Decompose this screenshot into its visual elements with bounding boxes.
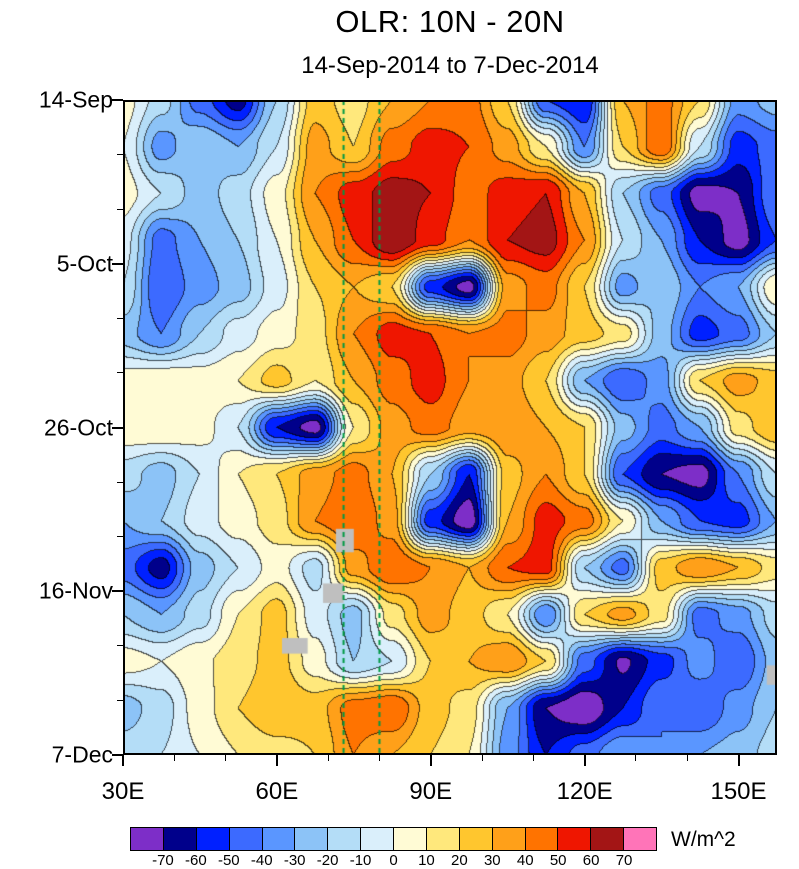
colorbar-cell (425, 827, 460, 851)
x-tick-mark (429, 755, 432, 766)
y-minor-tick-mark (117, 645, 123, 647)
x-minor-tick-mark (481, 755, 483, 761)
colorbar-cell (623, 827, 657, 851)
colorbar-cell (294, 827, 329, 851)
colorbar-cell (228, 827, 263, 851)
x-tick-mark (583, 755, 586, 766)
y-tick-mark (112, 262, 123, 265)
colorbar-cell (261, 827, 296, 851)
colorbar-tick-label: -10 (349, 852, 372, 869)
y-tick-label: 26-Oct (43, 414, 113, 440)
colorbar-tick-label: -40 (250, 852, 273, 869)
colorbar-tick-label: 10 (418, 852, 435, 869)
x-tick-label: 120E (556, 778, 613, 805)
y-tick-label: 16-Nov (38, 577, 113, 604)
x-minor-tick-mark (225, 755, 227, 761)
y-tick-label: 5-Oct (56, 250, 113, 277)
colorbar (130, 827, 657, 851)
x-minor-tick-mark (327, 755, 329, 761)
y-minor-tick-mark (117, 372, 123, 374)
colorbar-tick-label: -20 (316, 852, 339, 869)
x-tick-mark (275, 755, 278, 766)
hovmoller-canvas (123, 100, 777, 755)
x-minor-tick-mark (532, 755, 534, 761)
y-tick-label: 14-Sep (38, 86, 113, 113)
x-minor-tick-mark (686, 755, 688, 761)
colorbar-cell (327, 827, 362, 851)
chart-title: OLR: 10N - 20N (335, 4, 565, 39)
colorbar-unit-label: W/m^2 (671, 828, 736, 851)
colorbar-cell (130, 827, 164, 851)
y-minor-tick-mark (117, 154, 123, 156)
colorbar-tick-label: 60 (582, 852, 600, 869)
x-tick-label: 30E (101, 778, 145, 805)
colorbar-cell (458, 827, 493, 851)
y-minor-tick-mark (117, 481, 123, 483)
y-tick-mark (112, 99, 123, 101)
x-tick-label: 150E (710, 778, 767, 805)
colorbar-tick-label: -60 (185, 852, 207, 869)
colorbar-tick-label: -50 (217, 852, 240, 869)
y-minor-tick-mark (117, 536, 123, 538)
x-tick-mark (737, 755, 740, 766)
colorbar-labels: -70 -60 -50 -40 -30 -20 -10 0 10 20 30 40 50 60 70 (130, 852, 657, 869)
colorbar-tick-label: 50 (549, 852, 567, 869)
plot-area: 14-Sep 5-Oct 26-Oct 16-Nov 7-Dec 30E 60E 90E 120… (39, 87, 777, 805)
colorbar-cell (195, 827, 230, 851)
y-tick-mark (112, 590, 123, 593)
x-tick-label: 60E (255, 778, 299, 805)
y-tick-label: 7-Dec (51, 741, 113, 768)
y-tick-mark (112, 754, 123, 756)
colorbar-tick-label: 70 (615, 852, 633, 869)
colorbar-cell (557, 827, 592, 851)
x-minor-tick-mark (173, 755, 175, 761)
colorbar-cell (524, 827, 559, 851)
colorbar-cell (360, 827, 394, 851)
colorbar-cell (491, 827, 526, 851)
colorbar-tick-label: 40 (516, 852, 534, 869)
x-tick-label: 90E (409, 778, 453, 805)
x-minor-tick-mark (635, 755, 637, 761)
chart-subtitle: 14-Sep-2014 to 7-Dec-2014 (301, 52, 599, 79)
y-minor-tick-mark (117, 317, 123, 319)
y-tick-mark (112, 426, 123, 429)
x-tick-mark (122, 755, 124, 766)
y-minor-tick-mark (117, 699, 123, 701)
colorbar-cell (393, 827, 427, 851)
y-minor-tick-mark (117, 208, 123, 210)
colorbar-tick-label: 0 (389, 852, 398, 869)
colorbar-cell (162, 827, 197, 851)
colorbar-tick-label: -70 (152, 852, 174, 869)
colorbar-tick-label: 20 (451, 852, 468, 869)
colorbar-tick-label: -30 (283, 852, 306, 869)
x-minor-tick-mark (378, 755, 380, 761)
colorbar-tick-label: 30 (483, 852, 501, 869)
colorbar-cell (590, 827, 625, 851)
